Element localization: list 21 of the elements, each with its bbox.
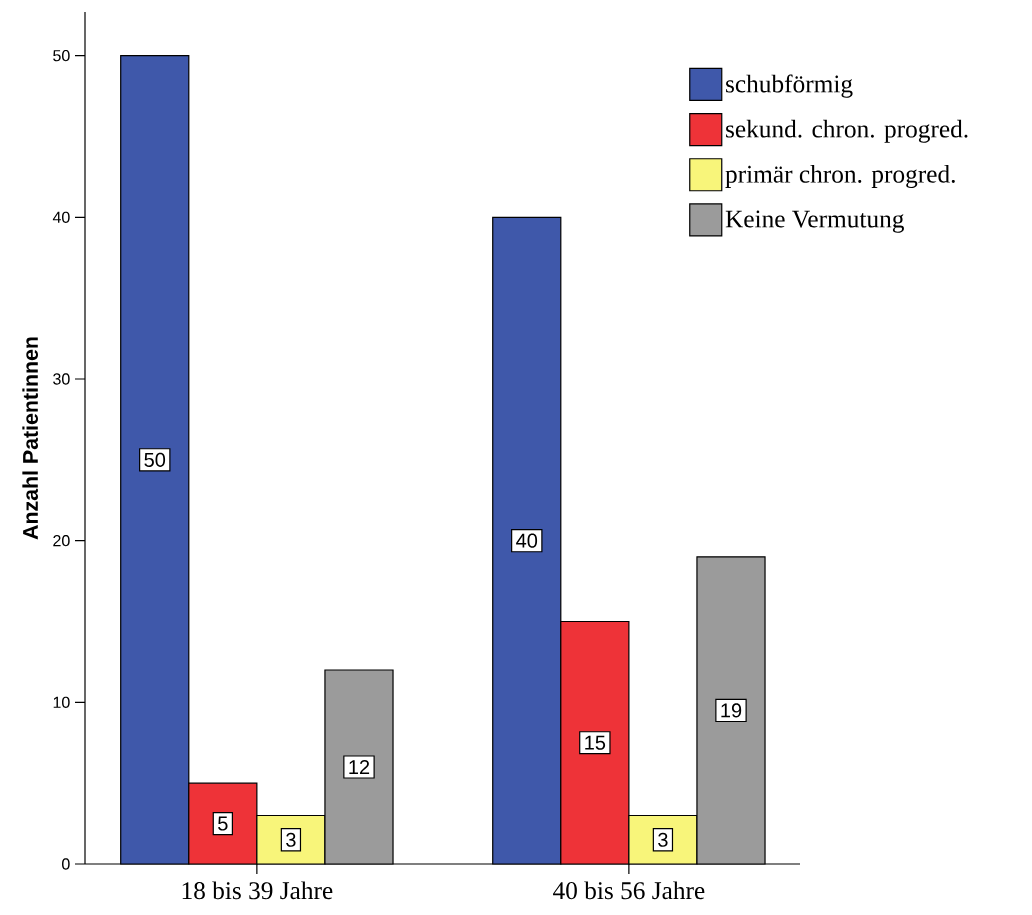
y-axis-title: Anzahl Patientinnen <box>22 337 39 540</box>
y-tick-label: 50 <box>53 49 70 62</box>
data-label: 15 <box>585 735 606 750</box>
legend-label: Keine Vermutung <box>725 210 904 233</box>
data-label: 19 <box>721 703 742 718</box>
x-tick-label: 40 bis 56 Jahre <box>553 881 705 900</box>
data-label: 50 <box>144 452 166 467</box>
y-tick-label: 0 <box>62 858 70 870</box>
x-tick-label: 18 bis 39 Jahre <box>182 881 333 900</box>
y-tick-label: 20 <box>53 535 70 547</box>
data-label: 40 <box>516 533 538 548</box>
legend-label: schubförmig <box>726 74 853 98</box>
y-tick-label: 10 <box>53 696 70 708</box>
y-tick-label: 30 <box>53 373 70 385</box>
legend-label: sekund. chron. progred. <box>726 119 968 143</box>
legend-label: primär chron. progred. <box>725 164 955 188</box>
data-label: 3 <box>286 832 296 847</box>
data-label: 3 <box>658 832 668 847</box>
data-label: 5 <box>218 816 228 831</box>
y-tick-label: 40 <box>52 211 70 223</box>
data-label: 12 <box>349 760 370 774</box>
